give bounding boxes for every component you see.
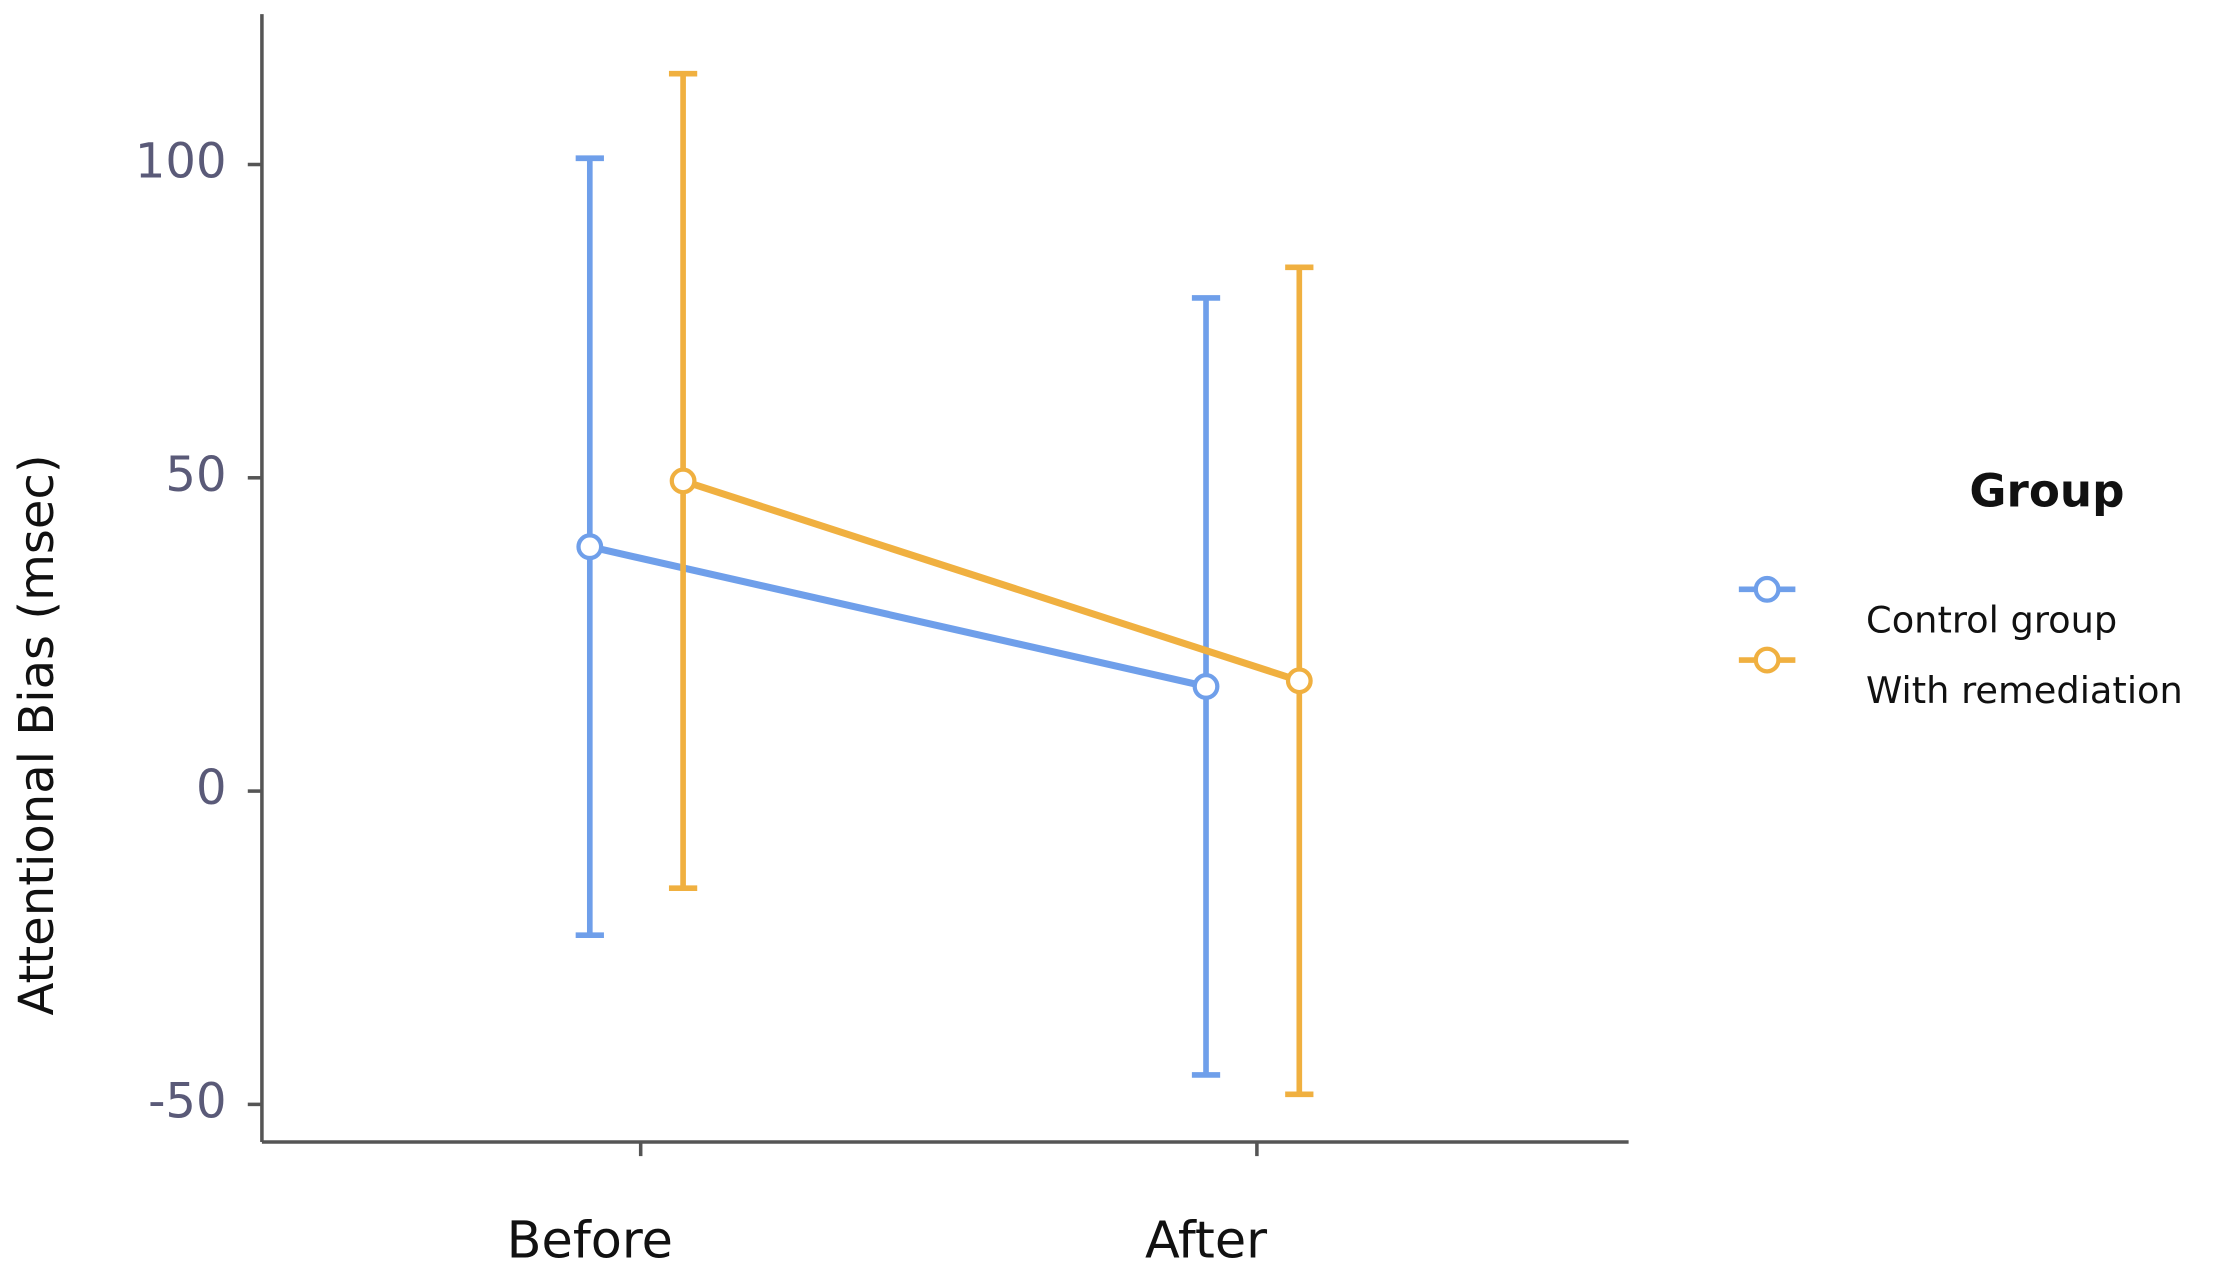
legend-label: Control group <box>1866 598 2117 641</box>
series-line <box>681 477 1301 685</box>
y-axis-label: Attentional Bias (msec) <box>9 454 65 1015</box>
y-tick-label: 50 <box>165 447 226 503</box>
x-tick-label: Before <box>507 1211 673 1270</box>
point <box>576 533 604 561</box>
legend-label: With remediation <box>1866 669 2183 712</box>
y-tick-label: 0 <box>196 760 227 816</box>
y-tick-label: -50 <box>148 1073 226 1129</box>
point <box>669 467 697 495</box>
series-line <box>589 543 1207 690</box>
legend-marker <box>1753 646 1781 674</box>
point <box>1192 673 1220 700</box>
x-tick-label: After <box>1145 1211 1267 1270</box>
y-tick-label: 100 <box>135 134 227 190</box>
legend-title: Group <box>1969 465 2124 518</box>
point <box>1285 667 1313 695</box>
legend-marker <box>1753 575 1781 603</box>
